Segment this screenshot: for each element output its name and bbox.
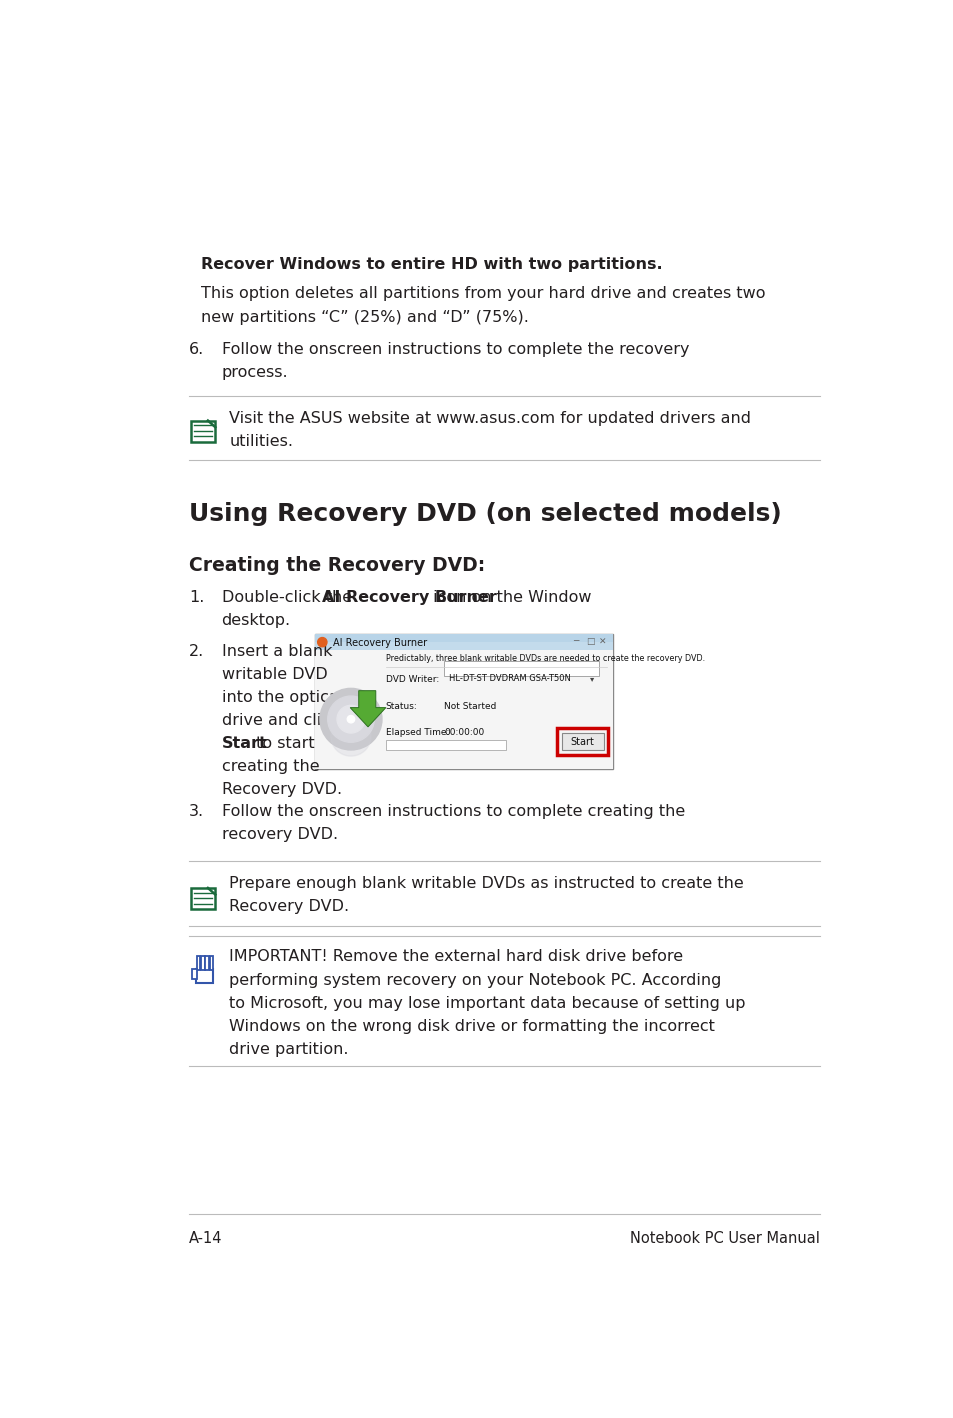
Bar xyxy=(385,740,505,750)
Text: IMPORTANT! Remove the external hard disk drive before: IMPORTANT! Remove the external hard disk… xyxy=(229,950,682,964)
Bar xyxy=(192,970,197,978)
Bar xyxy=(191,888,215,909)
Circle shape xyxy=(317,638,327,647)
Bar xyxy=(314,642,612,649)
Text: Notebook PC User Manual: Notebook PC User Manual xyxy=(629,1231,819,1246)
Text: Prepare enough blank writable DVDs as instructed to create the: Prepare enough blank writable DVDs as in… xyxy=(229,876,743,892)
Text: ✕: ✕ xyxy=(598,637,606,647)
Text: Start: Start xyxy=(570,736,594,746)
Text: This option deletes all partitions from your hard drive and creates two: This option deletes all partitions from … xyxy=(200,286,764,302)
Bar xyxy=(443,661,598,675)
Circle shape xyxy=(336,705,365,733)
Text: writable DVD: writable DVD xyxy=(221,666,327,682)
Text: ▾: ▾ xyxy=(589,674,594,683)
Text: drive and click: drive and click xyxy=(221,713,338,727)
Text: Visit the ASUS website at www.asus.com for updated drivers and: Visit the ASUS website at www.asus.com f… xyxy=(229,411,751,427)
Polygon shape xyxy=(350,691,385,727)
Text: A-14: A-14 xyxy=(189,1231,222,1246)
Text: Windows on the wrong disk drive or formatting the incorrect: Windows on the wrong disk drive or forma… xyxy=(229,1018,715,1034)
Text: to Microsoft, you may lose important data because of setting up: to Microsoft, you may lose important dat… xyxy=(229,995,745,1011)
Text: 1.: 1. xyxy=(189,590,204,605)
Bar xyxy=(314,649,612,769)
Text: 6.: 6. xyxy=(189,342,204,357)
Text: □: □ xyxy=(585,637,594,647)
Text: HL-DT-ST DVDRAM GSA-T50N: HL-DT-ST DVDRAM GSA-T50N xyxy=(448,674,570,683)
Circle shape xyxy=(319,688,381,750)
Bar xyxy=(205,957,209,970)
Text: AI Recovery Burner: AI Recovery Burner xyxy=(333,638,427,648)
Bar xyxy=(314,634,612,649)
Text: AI Recovery Burner: AI Recovery Burner xyxy=(321,590,496,605)
Text: utilities.: utilities. xyxy=(229,434,293,450)
Text: creating the: creating the xyxy=(221,759,319,774)
Bar xyxy=(314,634,612,769)
Bar xyxy=(196,957,200,970)
Text: Start: Start xyxy=(221,736,267,752)
Circle shape xyxy=(347,716,355,723)
Text: Status:: Status: xyxy=(385,702,417,712)
Bar xyxy=(195,970,213,983)
Bar xyxy=(201,957,205,970)
Bar xyxy=(557,729,608,754)
Text: Follow the onscreen instructions to complete the recovery: Follow the onscreen instructions to comp… xyxy=(221,342,688,357)
Text: Creating the Recovery DVD:: Creating the Recovery DVD: xyxy=(189,556,485,574)
Text: Recover Windows to entire HD with two partitions.: Recover Windows to entire HD with two pa… xyxy=(200,257,661,272)
Text: drive partition.: drive partition. xyxy=(229,1042,349,1056)
Text: performing system recovery on your Notebook PC. According: performing system recovery on your Noteb… xyxy=(229,973,720,987)
Text: Double-click the: Double-click the xyxy=(221,590,356,605)
Bar xyxy=(210,957,213,970)
Text: process.: process. xyxy=(221,364,288,380)
Text: Not Started: Not Started xyxy=(443,702,496,712)
Text: Predictably, three blank writable DVDs are needed to create the recovery DVD.: Predictably, three blank writable DVDs a… xyxy=(385,655,704,664)
Text: DVD Writer:: DVD Writer: xyxy=(385,675,438,683)
Bar xyxy=(561,733,603,750)
Text: to start: to start xyxy=(251,736,314,752)
Text: Using Recovery DVD (on selected models): Using Recovery DVD (on selected models) xyxy=(189,502,781,526)
Text: Insert a blank: Insert a blank xyxy=(221,644,332,659)
Text: into the optical: into the optical xyxy=(221,691,342,705)
Bar xyxy=(191,421,215,441)
Text: Elapsed Time:: Elapsed Time: xyxy=(385,729,449,737)
Circle shape xyxy=(331,716,371,756)
Text: desktop.: desktop. xyxy=(221,613,291,628)
Text: 00:00:00: 00:00:00 xyxy=(443,729,484,737)
Text: Follow the onscreen instructions to complete creating the: Follow the onscreen instructions to comp… xyxy=(221,804,684,818)
Text: Recovery DVD.: Recovery DVD. xyxy=(229,899,349,915)
Text: 2.: 2. xyxy=(189,644,204,659)
Text: 3.: 3. xyxy=(189,804,204,818)
Circle shape xyxy=(328,696,374,742)
Text: recovery DVD.: recovery DVD. xyxy=(221,827,337,842)
Text: ─: ─ xyxy=(572,637,578,647)
Text: icon on the Window: icon on the Window xyxy=(427,590,591,605)
Text: new partitions “C” (25%) and “D” (75%).: new partitions “C” (25%) and “D” (75%). xyxy=(200,309,528,325)
Text: Recovery DVD.: Recovery DVD. xyxy=(221,783,341,797)
